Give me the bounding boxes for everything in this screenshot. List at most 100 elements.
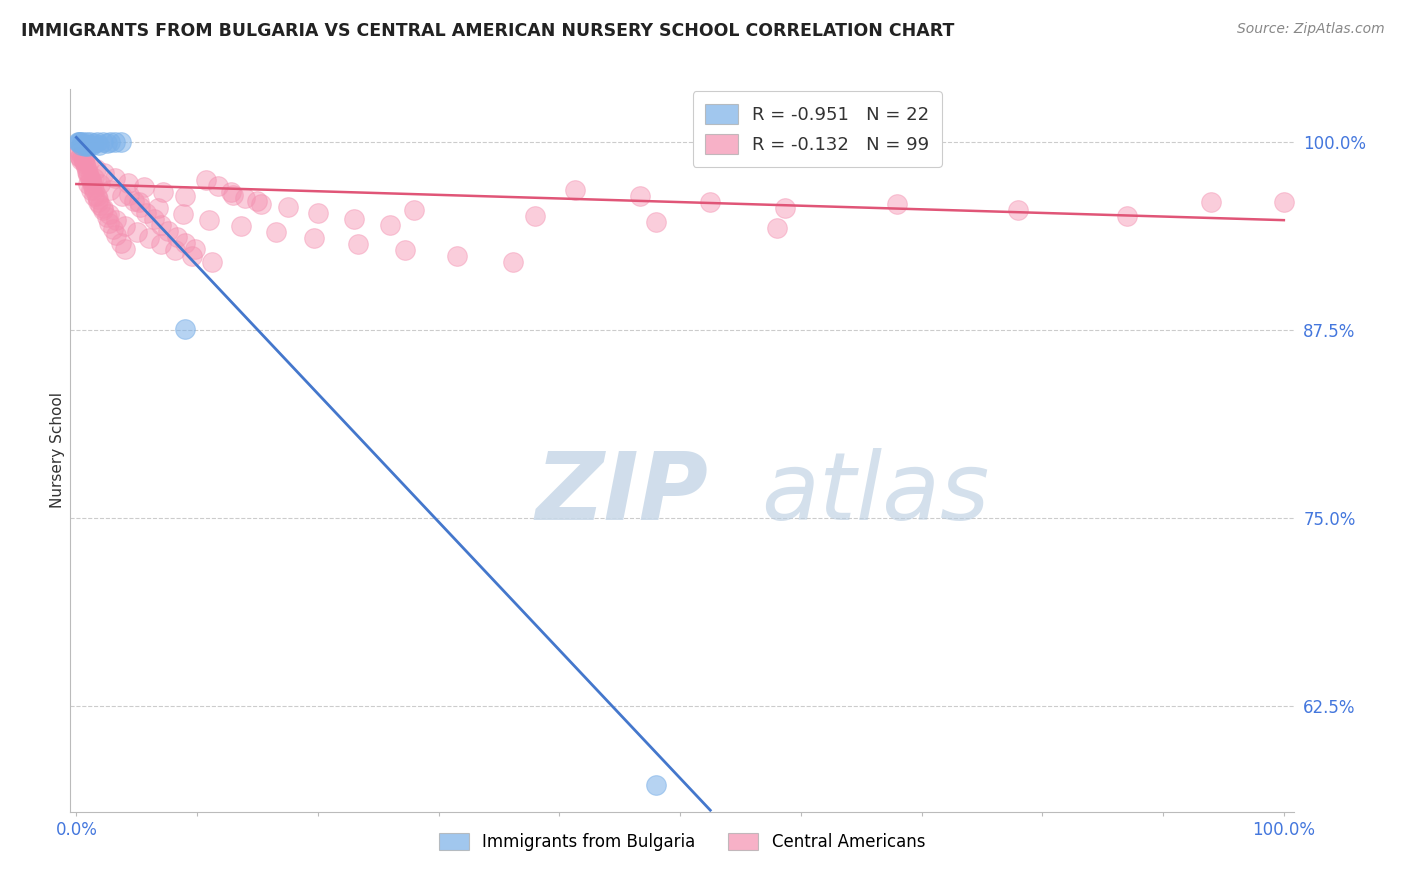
Text: IMMIGRANTS FROM BULGARIA VS CENTRAL AMERICAN NURSERY SCHOOL CORRELATION CHART: IMMIGRANTS FROM BULGARIA VS CENTRAL AMER…: [21, 22, 955, 40]
Point: [67, 135, 90, 149]
Point: [76, 165, 98, 179]
Point: [1115, 209, 1137, 223]
Point: [104, 135, 127, 149]
Point: [404, 202, 426, 217]
Point: [645, 778, 668, 792]
Point: [77, 165, 100, 179]
Point: [166, 229, 188, 244]
Point: [91, 202, 114, 217]
Point: [72, 150, 94, 164]
Point: [76, 137, 98, 152]
Text: Source: ZipAtlas.com: Source: ZipAtlas.com: [1237, 22, 1385, 37]
Point: [67, 145, 90, 160]
Y-axis label: Nursery School: Nursery School: [49, 392, 65, 508]
Point: [118, 187, 141, 202]
Point: [394, 244, 416, 258]
Point: [80, 172, 103, 186]
Point: [105, 228, 128, 243]
Point: [80, 176, 103, 190]
Point: [135, 205, 157, 219]
Point: [96, 136, 118, 151]
Point: [165, 244, 187, 258]
Point: [86, 189, 108, 203]
Point: [128, 195, 150, 210]
Point: [117, 176, 139, 190]
Point: [72, 153, 94, 167]
Point: [200, 255, 222, 269]
Point: [124, 194, 146, 208]
Point: [83, 183, 105, 197]
Point: [148, 201, 170, 215]
Text: ZIP: ZIP: [536, 448, 709, 540]
Text: atlas: atlas: [762, 449, 990, 540]
Point: [97, 216, 120, 230]
Point: [73, 139, 96, 153]
Point: [110, 235, 132, 250]
Point: [138, 231, 160, 245]
Point: [89, 137, 111, 152]
Point: [77, 168, 100, 182]
Point: [114, 219, 136, 234]
Point: [277, 200, 299, 214]
Point: [84, 161, 107, 176]
Point: [149, 218, 172, 232]
Point: [72, 154, 94, 169]
Point: [86, 135, 108, 149]
Point: [96, 210, 118, 224]
Point: [91, 201, 114, 215]
Point: [104, 171, 127, 186]
Point: [1007, 202, 1029, 217]
Point: [80, 137, 103, 152]
Point: [98, 135, 121, 149]
Point: [83, 189, 105, 203]
Point: [174, 321, 197, 335]
Point: [246, 194, 269, 208]
Point: [82, 180, 104, 194]
Point: [114, 242, 136, 256]
Point: [105, 213, 128, 227]
Legend: Immigrants from Bulgaria, Central Americans: Immigrants from Bulgaria, Central Americ…: [432, 826, 932, 857]
Point: [77, 139, 100, 153]
Point: [72, 135, 94, 149]
Point: [83, 136, 105, 151]
Point: [174, 235, 197, 250]
Point: [70, 137, 93, 152]
Point: [264, 225, 287, 239]
Point: [773, 201, 796, 215]
Point: [89, 177, 111, 191]
Point: [79, 171, 101, 186]
Point: [129, 200, 152, 214]
Point: [174, 189, 197, 203]
Point: [75, 161, 97, 175]
Point: [1201, 195, 1223, 210]
Point: [77, 177, 100, 191]
Point: [66, 142, 89, 156]
Point: [75, 135, 97, 149]
Point: [765, 220, 787, 235]
Point: [346, 237, 368, 252]
Point: [87, 195, 110, 210]
Point: [98, 183, 121, 197]
Point: [66, 135, 89, 149]
Point: [152, 185, 174, 199]
Point: [73, 157, 96, 171]
Point: [207, 178, 229, 193]
Point: [87, 192, 110, 206]
Point: [101, 222, 124, 236]
Point: [699, 195, 721, 210]
Point: [502, 255, 524, 269]
Point: [181, 249, 204, 263]
Point: [172, 207, 194, 221]
Point: [222, 187, 245, 202]
Point: [886, 196, 908, 211]
Point: [302, 231, 325, 245]
Point: [97, 207, 120, 221]
Point: [198, 213, 221, 227]
Point: [125, 225, 148, 239]
Point: [132, 180, 155, 194]
Point: [183, 242, 205, 256]
Point: [93, 166, 115, 180]
Point: [77, 157, 100, 171]
Point: [343, 211, 366, 226]
Point: [83, 171, 105, 186]
